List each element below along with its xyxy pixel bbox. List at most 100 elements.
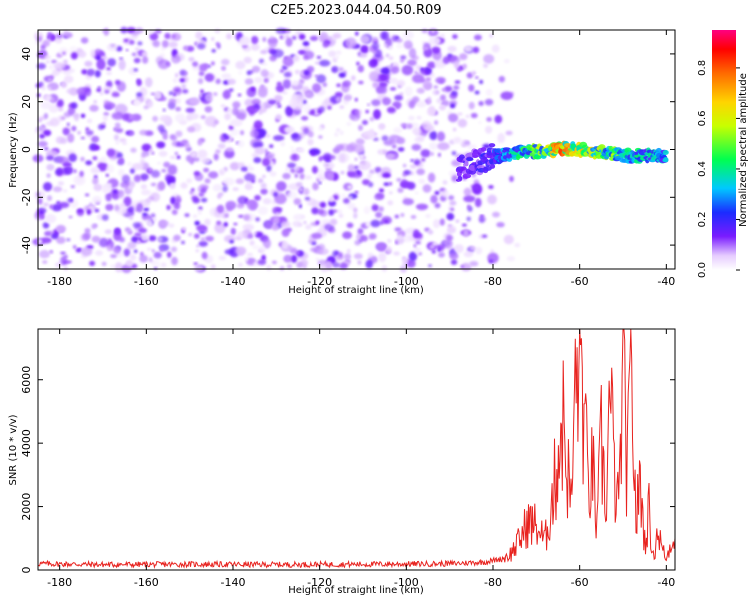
noise-blob [413, 244, 417, 248]
noise-blob [114, 204, 120, 211]
noise-blob [102, 187, 111, 194]
noise-blob [113, 127, 117, 131]
noise-blob [470, 112, 478, 119]
noise-blob [69, 198, 73, 202]
noise-blob [337, 252, 343, 258]
noise-blob [244, 183, 253, 191]
noise-blob [430, 152, 434, 156]
noise-blob [253, 232, 257, 235]
noise-blob [161, 131, 168, 135]
noise-blob [266, 264, 272, 272]
noise-blob [385, 53, 390, 58]
noise-blob [467, 204, 471, 209]
noise-blob [147, 247, 152, 251]
noise-blob [142, 56, 149, 64]
noise-blob [143, 207, 150, 212]
noise-blob [40, 44, 46, 50]
noise-blob [105, 203, 114, 211]
noise-blob [175, 195, 182, 203]
noise-blob [411, 144, 422, 151]
noise-blob [84, 228, 91, 234]
noise-blob [100, 156, 108, 163]
noise-blob [283, 254, 293, 263]
noise-blob [135, 228, 139, 232]
noise-blob [200, 197, 208, 203]
colorbar-gradient [712, 30, 736, 270]
noise-blob [171, 256, 178, 266]
noise-blob [189, 158, 195, 165]
noise-blob [463, 187, 472, 196]
noise-blob [454, 244, 464, 254]
noise-blob [76, 208, 85, 217]
noise-blob [387, 107, 396, 113]
noise-blob [204, 218, 211, 226]
noise-blob [111, 92, 120, 98]
noise-blob [437, 152, 441, 157]
noise-blob [181, 240, 185, 245]
noise-blob [457, 118, 468, 128]
noise-blob [471, 71, 476, 76]
noise-blob [318, 172, 324, 179]
noise-blob [329, 155, 336, 160]
noise-blob [44, 55, 51, 60]
noise-blob [83, 231, 91, 240]
noise-blob [45, 149, 58, 157]
noise-blob [315, 220, 320, 225]
noise-blob [393, 127, 403, 134]
noise-blob [396, 178, 402, 182]
noise-blob [362, 120, 368, 125]
noise-blob [127, 241, 137, 250]
noise-blob [267, 99, 277, 105]
noise-blob [438, 252, 445, 258]
noise-blob [304, 92, 311, 97]
noise-blob [455, 219, 460, 223]
noise-blob [434, 120, 439, 125]
noise-blob [461, 223, 467, 227]
noise-blob [108, 238, 112, 243]
noise-blob [274, 94, 283, 102]
noise-blob [338, 72, 346, 78]
noise-blob [96, 88, 102, 93]
noise-blob [67, 260, 72, 264]
noise-blob [439, 105, 446, 111]
noise-blob [80, 136, 85, 140]
noise-blob [369, 71, 379, 82]
x-tick-label: -160 [134, 275, 159, 288]
noise-blob [156, 141, 166, 149]
noise-blob [384, 219, 389, 223]
noise-blob [215, 149, 221, 154]
noise-blob [141, 143, 152, 152]
noise-blob [249, 240, 255, 246]
noise-blob [114, 262, 123, 273]
noise-blob [39, 250, 50, 259]
noise-blob [262, 37, 267, 42]
noise-blob [55, 169, 61, 175]
noise-blob [223, 222, 228, 227]
noise-blob [102, 86, 112, 92]
noise-blob [114, 122, 121, 129]
noise-blob [431, 249, 436, 254]
noise-blob [173, 201, 181, 210]
noise-blob [354, 165, 359, 170]
noise-blob [363, 134, 369, 140]
x-tick-label: -40 [657, 576, 675, 589]
noise-blob [67, 107, 76, 116]
noise-blob [378, 123, 386, 130]
noise-blob [332, 33, 342, 39]
noise-blob [170, 246, 178, 253]
noise-blob [157, 59, 170, 70]
noise-blob [227, 108, 232, 113]
noise-blob [197, 43, 206, 50]
noise-blob [223, 166, 228, 172]
snr-panel: -180 -160 -140 -120 -100 -80 -60 -40 0 2000 4000 6… [8, 328, 676, 596]
noise-blob [276, 101, 281, 106]
noise-blob [488, 259, 494, 264]
noise-blob [63, 75, 74, 84]
noise-blob [316, 178, 320, 182]
noise-blob [365, 109, 370, 114]
noise-blob [117, 189, 125, 199]
noise-blob [258, 111, 262, 115]
y-tick-label: 40 [20, 47, 33, 61]
noise-blob [137, 41, 143, 46]
